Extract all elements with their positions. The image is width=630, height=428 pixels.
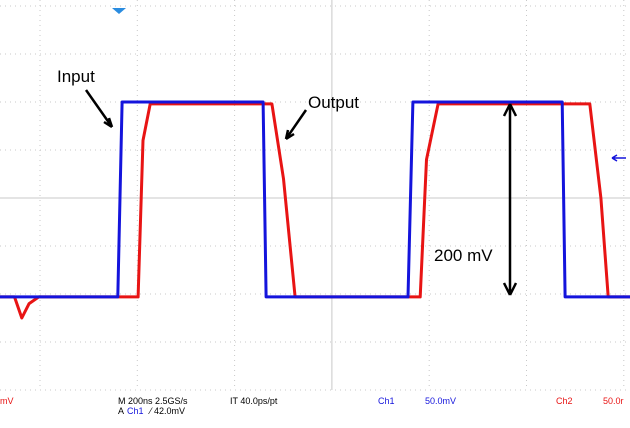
amplitude-label: 200 mV	[434, 246, 493, 265]
ch2-scale: 50.0r	[603, 396, 624, 406]
ch2-label: Ch2	[556, 396, 573, 406]
timebase: M 200ns 2.5GS/s	[118, 396, 188, 406]
output-label: Output	[308, 93, 359, 112]
trigger-level: ⁄ 42.0mV	[148, 406, 185, 416]
ch1-label: Ch1	[378, 396, 395, 406]
ch2-unit: mV	[0, 396, 14, 406]
interpolation: IT 40.0ps/pt	[230, 396, 278, 406]
input-label: Input	[57, 67, 95, 86]
scope-screen: Input Output 200 mV mV M 200ns 2.5GS/s A…	[0, 0, 630, 428]
trigger-channel: Ch1	[127, 406, 144, 416]
ch1-scale: 50.0mV	[425, 396, 456, 406]
trigger-prefix: A	[118, 406, 124, 416]
background	[0, 0, 630, 428]
